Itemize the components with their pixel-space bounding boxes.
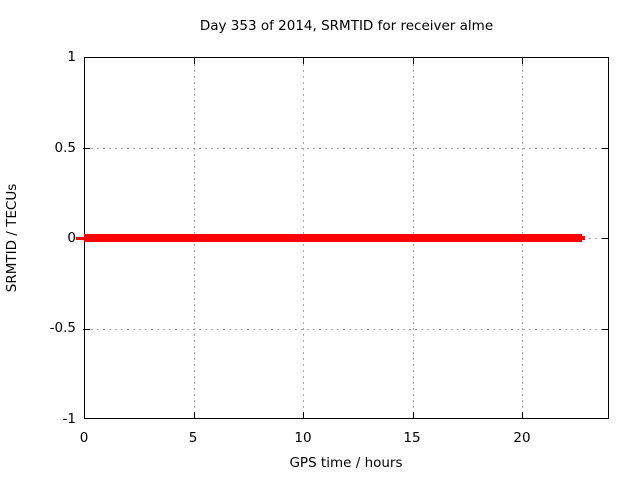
tick-mark [303,58,304,64]
data-line-srmtid-left-cap [76,237,85,240]
tick-mark [83,148,90,149]
gridline-y-neg0.5 [85,329,608,330]
y-tick-label-1: 1 [67,49,76,65]
y-tick-label-0.5: 0.5 [54,140,76,156]
tick-mark [602,238,608,239]
gridline-y-0.5 [85,148,608,149]
y-tick-label-neg0.5: -0.5 [49,320,76,336]
data-line-srmtid [84,234,582,242]
tick-mark [83,329,90,330]
tick-mark [194,58,195,64]
tick-mark [522,412,523,418]
chart-title: Day 353 of 2014, SRMTID for receiver alm… [199,18,494,34]
data-line-srmtid-right-cap [582,236,585,240]
y-tick-label-neg1: -1 [62,411,76,427]
x-axis-label: GPS time / hours [289,455,403,471]
tick-mark [303,412,304,418]
x-tick-label-15: 15 [403,430,421,446]
tick-mark [413,58,414,64]
x-tick-label-10: 10 [294,430,312,446]
y-axis-label: SRMTID / TECUs [4,183,20,293]
tick-mark [522,58,523,64]
y-tick-label-0: 0 [67,230,76,246]
tick-mark [602,329,608,330]
x-tick-label-0: 0 [79,430,89,446]
x-tick-label-5: 5 [188,430,198,446]
tick-mark [413,412,414,418]
tick-mark [602,148,608,149]
x-tick-label-20: 20 [513,430,531,446]
tick-mark [194,412,195,418]
